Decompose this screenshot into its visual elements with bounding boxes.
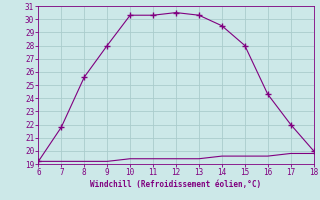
X-axis label: Windchill (Refroidissement éolien,°C): Windchill (Refroidissement éolien,°C) [91,180,261,189]
